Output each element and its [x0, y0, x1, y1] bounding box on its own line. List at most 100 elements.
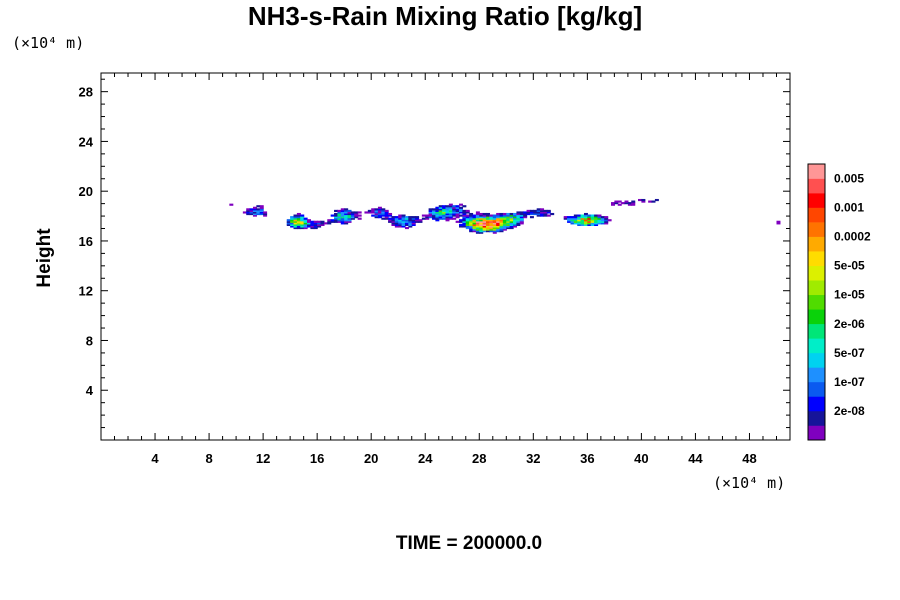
field-cell-634 — [594, 217, 599, 220]
field-cell-243 — [411, 219, 416, 222]
field-cell-436 — [486, 219, 491, 222]
field-cell-623 — [590, 223, 595, 226]
field-cell-2 — [246, 212, 251, 216]
field-cell-627 — [590, 217, 595, 220]
field-cell-344 — [462, 225, 467, 228]
field-cell-216 — [398, 216, 403, 219]
field-cell-474 — [496, 214, 501, 217]
field-cell-432 — [486, 225, 491, 228]
field-cell-68 — [300, 214, 305, 217]
field-cell-400 — [475, 216, 480, 219]
colorbar-label: 2e-06 — [834, 317, 865, 331]
field-cell-300 — [445, 214, 450, 217]
field-cell-41 — [293, 226, 298, 230]
field-cell-417 — [482, 230, 487, 233]
field-cell-126 — [340, 212, 345, 216]
field-cell-664 — [627, 202, 632, 205]
field-cell-614 — [583, 214, 588, 217]
field-cell-190 — [384, 211, 389, 214]
field-cell-426 — [482, 216, 487, 219]
field-cell-221 — [401, 220, 406, 223]
field-cell-508 — [506, 212, 511, 216]
field-cell-154 — [354, 214, 359, 217]
field-cell-69 — [303, 226, 308, 230]
field-cell-178 — [377, 208, 382, 211]
colorbar-swatch — [808, 222, 825, 237]
field-cell-648 — [604, 222, 609, 225]
field-cell-669 — [641, 200, 646, 203]
field-cell-330 — [455, 209, 460, 213]
field-cell-422 — [482, 222, 487, 225]
chart-title: NH3-s-Rain Mixing Ratio [kg/kg] — [248, 1, 642, 31]
field-cell-576 — [550, 212, 555, 216]
field-cell-188 — [384, 214, 389, 217]
field-cell-442 — [489, 228, 494, 231]
field-cell-356 — [465, 226, 470, 230]
field-cell-306 — [445, 205, 450, 208]
field-cell-30 — [286, 223, 291, 226]
field-cell-38 — [290, 219, 295, 222]
field-cell-110 — [334, 212, 339, 216]
field-cell-502 — [506, 222, 511, 225]
field-cell-590 — [573, 219, 578, 222]
field-cell-397 — [475, 220, 480, 223]
field-cell-298 — [445, 217, 450, 220]
field-cell-155 — [354, 212, 359, 216]
field-cell-362 — [465, 217, 470, 220]
field-cell-223 — [401, 217, 406, 220]
field-cell-609 — [583, 222, 588, 225]
field-cell-562 — [536, 209, 541, 213]
field-cell-181 — [381, 214, 386, 217]
field-cell-434 — [486, 222, 491, 225]
x-tick-label: 20 — [364, 451, 378, 466]
field-cell-488 — [502, 228, 507, 231]
field-cell-364 — [465, 214, 470, 217]
field-cell-638 — [597, 220, 602, 223]
field-cell-640 — [597, 217, 602, 220]
field-cell-271 — [435, 217, 440, 220]
field-cell-350 — [462, 216, 467, 219]
x-tick-label: 28 — [472, 451, 486, 466]
field-cell-48 — [293, 216, 298, 219]
field-cell-196 — [388, 212, 393, 216]
field-cell-61 — [300, 225, 305, 228]
field-cell-52 — [296, 223, 301, 226]
field-cell-378 — [469, 212, 474, 216]
field-cell-389 — [472, 214, 477, 217]
field-cell-541 — [519, 216, 524, 219]
field-cell-42 — [293, 225, 298, 228]
field-cell-507 — [506, 214, 511, 217]
field-cell-425 — [482, 217, 487, 220]
field-cell-510 — [509, 225, 514, 228]
field-cell-28 — [263, 212, 268, 216]
field-cell-153 — [354, 216, 359, 219]
field-cell-274 — [435, 212, 440, 216]
field-cell-591 — [573, 217, 578, 220]
field-cell-611 — [583, 219, 588, 222]
field-cell-597 — [577, 219, 582, 222]
field-cell-501 — [506, 223, 511, 226]
field-cell-394 — [475, 225, 480, 228]
field-cell-419 — [482, 226, 487, 230]
field-cell-93 — [317, 222, 322, 225]
field-cell-13 — [252, 209, 257, 213]
field-cell-288 — [442, 217, 447, 220]
field-cell-512 — [509, 222, 514, 225]
field-cell-235 — [408, 222, 413, 225]
colorbar-swatch — [808, 178, 825, 194]
x-axis-unit: (×10⁴ m) — [713, 474, 785, 492]
field-cell-355 — [462, 205, 467, 208]
field-cell-537 — [519, 222, 524, 225]
field-cell-549 — [526, 212, 531, 216]
field-cell-255 — [425, 216, 430, 219]
field-cell-22 — [259, 211, 264, 214]
colorbar-swatch — [808, 193, 825, 208]
field-cell-460 — [492, 219, 497, 222]
field-cell-617 — [587, 222, 592, 225]
field-cell-201 — [391, 217, 396, 220]
field-cell-479 — [499, 225, 504, 228]
field-cell-348 — [462, 219, 467, 222]
field-cell-79 — [307, 220, 312, 223]
field-cell-656 — [614, 202, 619, 205]
